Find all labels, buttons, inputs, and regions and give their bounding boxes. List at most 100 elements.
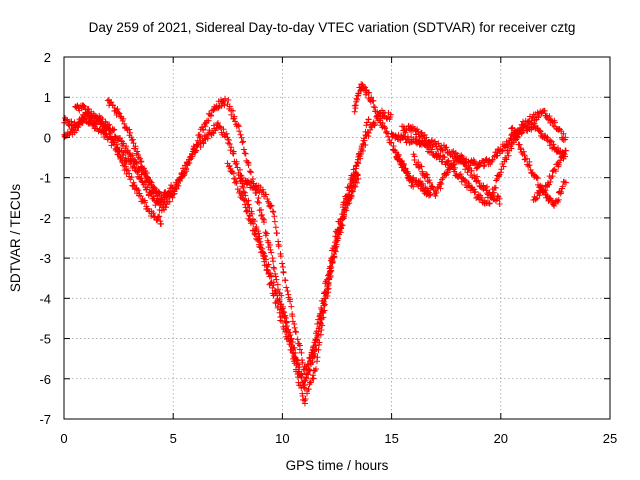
data-point [401,161,408,168]
data-point [301,400,308,407]
data-point [326,276,333,283]
data-point [238,174,245,181]
data-point [359,141,366,148]
data-point [288,303,295,310]
data-point [361,135,368,142]
data-point [217,124,224,131]
data-point [322,289,329,296]
data-point [389,131,396,138]
data-point [301,385,308,392]
data-point [438,142,445,149]
data-point [302,395,309,402]
data-point [64,117,71,124]
data-point [126,150,133,157]
data-point [132,143,139,150]
data-point [230,150,237,157]
data-point [263,191,270,198]
y-tick-labels: 2 1 0 -1 -2 -3 -4 -5 -6 -7 [39,50,51,427]
data-point [551,119,558,126]
data-point [307,367,314,374]
data-point [340,214,347,221]
data-point [278,292,285,299]
data-point [495,172,502,179]
data-point [444,158,451,165]
data-point [121,120,128,127]
data-point [292,329,299,336]
data-point [135,154,142,161]
data-point [114,106,121,113]
data-point [135,187,142,194]
data-point [355,175,362,182]
data-point [233,180,240,187]
data-point [282,325,289,332]
data-point [121,160,128,167]
data-point [354,171,361,178]
data-point [464,169,471,176]
data-point [115,109,122,116]
data-point [106,121,113,128]
data-point [436,153,443,160]
data-point [439,174,446,181]
data-point [496,195,503,202]
data-point [135,167,142,174]
data-point [247,179,254,186]
data-point [500,163,507,170]
data-point [270,264,277,271]
data-point [271,218,278,225]
data-point [245,215,252,222]
data-point [339,222,346,229]
plot-frame [63,56,611,420]
data-point [242,150,249,157]
data-point [235,122,242,129]
data-point [156,190,163,197]
data-point [298,349,305,356]
data-point [493,177,500,184]
data-point [353,162,360,169]
data-point [273,230,280,237]
data-point [283,284,290,291]
data-point [316,319,323,326]
data-point [133,159,140,166]
data-point [269,284,276,291]
data-point [333,238,340,245]
data-point [320,300,327,307]
data-point [272,273,279,280]
data-point [424,171,431,178]
data-point [138,158,145,165]
data-point [535,114,542,121]
data-point [289,318,296,325]
data-point [189,150,196,157]
data-point [538,130,545,137]
data-point [156,213,163,220]
data-point [120,115,127,122]
data-point [131,164,138,171]
data-point [151,185,158,192]
data-point [218,102,225,109]
data-point [527,166,534,173]
data-point [155,214,162,221]
data-point [388,139,395,146]
data-point [315,325,322,332]
data-point [242,201,249,208]
data-point [258,206,265,213]
data-point [240,138,247,145]
data-point [241,189,248,196]
data-point [323,290,330,297]
data-point [80,102,87,109]
data-point [358,144,365,151]
x-tick-label: 20 [494,431,508,446]
data-point [150,210,157,217]
data-point [237,131,244,138]
data-point [284,288,291,295]
data-point [499,147,506,154]
data-point [177,174,184,181]
data-point [269,208,276,215]
data-point [492,184,499,191]
data-point [272,224,279,231]
data-point [227,147,234,154]
data-point [236,166,243,173]
data-point [129,136,136,143]
data-point [303,375,310,382]
data-point [334,234,341,241]
data-point [146,176,153,183]
